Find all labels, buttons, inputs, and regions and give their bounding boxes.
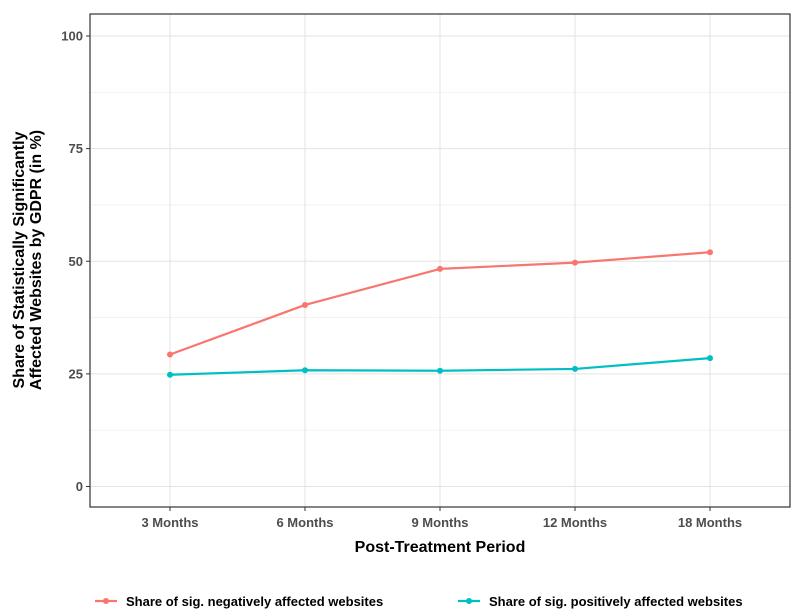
y-axis-ticks: 0 25 50 75 100 bbox=[61, 29, 90, 494]
y-axis-title-line-1: Share of Statistically Significantly bbox=[11, 131, 28, 388]
x-axis-ticks: 3 Months 6 Months 9 Months 12 Months 18 Mont… bbox=[141, 507, 742, 530]
series-lines bbox=[167, 249, 713, 378]
data-point-positive bbox=[437, 367, 443, 374]
x-axis-title: Post-Treatment Period bbox=[355, 539, 526, 556]
grid-lines bbox=[90, 14, 790, 507]
x-tick-label: 3 Months bbox=[141, 515, 198, 530]
legend-key-positive-point bbox=[466, 598, 472, 604]
y-tick-label: 50 bbox=[69, 254, 83, 269]
y-axis-title: Share of Statistically Significantly Aff… bbox=[11, 130, 45, 390]
x-tick-label: 9 Months bbox=[411, 515, 468, 530]
legend-label-negative: Share of sig. negatively affected websit… bbox=[126, 594, 383, 609]
y-tick-label: 100 bbox=[61, 29, 83, 44]
data-point-negative bbox=[437, 265, 443, 272]
legend-key-negative-point bbox=[103, 598, 109, 604]
data-point-negative bbox=[707, 249, 713, 256]
data-point-positive bbox=[707, 355, 713, 362]
data-point-positive bbox=[572, 365, 578, 372]
y-axis-title-line-2: Affected Websites by GDPR (in %) bbox=[28, 130, 45, 390]
x-tick-label: 18 Months bbox=[678, 515, 742, 530]
data-point-negative bbox=[572, 259, 578, 266]
data-point-negative bbox=[302, 301, 308, 308]
x-tick-label: 6 Months bbox=[276, 515, 333, 530]
legend-label-positive: Share of sig. positively affected websit… bbox=[489, 594, 743, 609]
data-point-positive bbox=[167, 371, 173, 378]
legend: Share of sig. negatively affected websit… bbox=[95, 594, 743, 609]
y-tick-label: 25 bbox=[69, 366, 83, 381]
legend-item-positive: Share of sig. positively affected websit… bbox=[458, 594, 743, 609]
data-point-negative bbox=[167, 351, 173, 358]
data-point-positive bbox=[302, 367, 308, 374]
y-tick-label: 0 bbox=[76, 479, 83, 494]
y-tick-label: 75 bbox=[69, 141, 83, 156]
legend-item-negative: Share of sig. negatively affected websit… bbox=[95, 594, 383, 609]
x-tick-label: 12 Months bbox=[543, 515, 607, 530]
